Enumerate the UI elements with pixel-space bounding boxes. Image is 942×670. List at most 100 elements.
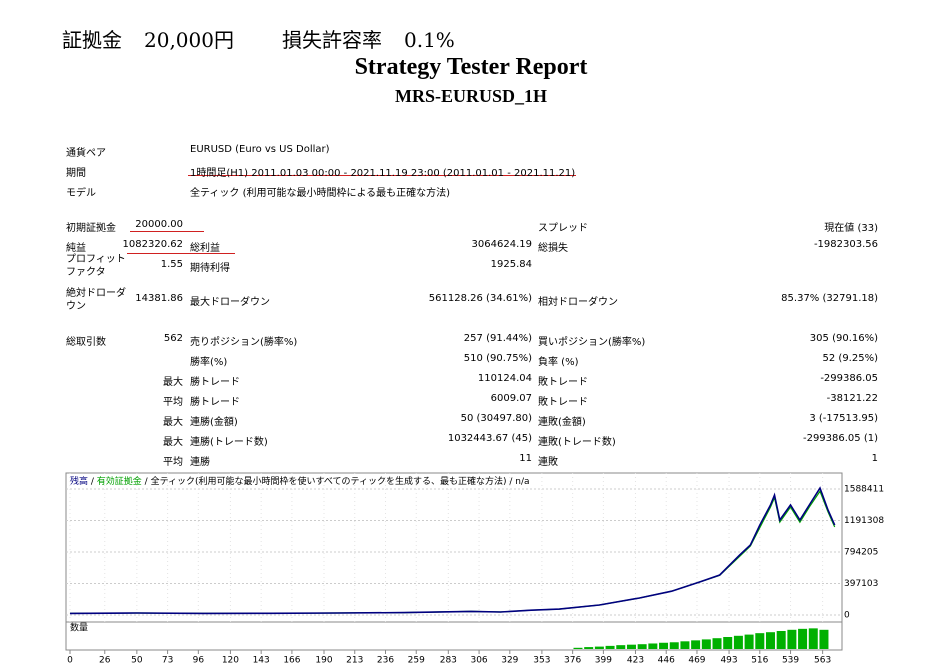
x-tick-label: 493 bbox=[720, 656, 737, 666]
stat-label: 純益 bbox=[66, 243, 86, 254]
risk: 0.1% bbox=[403, 28, 455, 52]
stat-value: 最大 bbox=[163, 437, 183, 448]
volume-bar bbox=[733, 635, 743, 649]
legend-entry: 残高 bbox=[70, 475, 88, 487]
report-subtitle: MRS-EURUSD_1H bbox=[394, 86, 547, 106]
stat-label: 総損失 bbox=[538, 243, 568, 254]
stat-label: 勝率(%) bbox=[190, 357, 228, 368]
y-tick-label: 1191308 bbox=[844, 516, 884, 526]
volume-label: 数量 bbox=[70, 622, 88, 634]
stat-label: 連勝(トレード数) bbox=[190, 437, 268, 448]
stat-value: -38121.22 bbox=[826, 393, 878, 404]
stat-value: 50 (30497.80) bbox=[460, 413, 532, 424]
volume-bar bbox=[637, 644, 647, 649]
stat-label: 最大ドローダウン bbox=[190, 297, 270, 308]
stat-value: 11 bbox=[519, 453, 532, 464]
info-value: 全ティック (利用可能な最小時間枠による最も正確な方法) bbox=[190, 188, 451, 199]
underline bbox=[188, 175, 576, 176]
legend-separator: / bbox=[507, 477, 516, 487]
stat-value: 14381.86 bbox=[135, 293, 183, 304]
x-tick-label: 259 bbox=[408, 656, 425, 666]
x-tick-label: 0 bbox=[67, 656, 73, 666]
stat-label: 負率 (%) bbox=[538, 357, 579, 368]
stat-label: 連敗 bbox=[538, 457, 558, 468]
y-tick-label: 794205 bbox=[844, 548, 878, 558]
y-tick-label: 1588411 bbox=[844, 485, 884, 495]
volume-bar bbox=[669, 642, 679, 649]
stat-value: -299386.05 (1) bbox=[802, 433, 878, 444]
info-label: モデル bbox=[66, 188, 96, 199]
stat-value: 510 (90.75%) bbox=[463, 353, 532, 364]
series-line bbox=[69, 486, 836, 615]
stat-value: 最大 bbox=[163, 417, 183, 428]
legend-entry: 有効証拠金 bbox=[97, 475, 142, 487]
y-tick-label: 0 bbox=[844, 611, 850, 621]
stat-label: 総取引数 bbox=[66, 337, 106, 348]
x-tick-label: 539 bbox=[782, 656, 799, 666]
x-tick-label: 423 bbox=[627, 656, 644, 666]
volume-bar bbox=[616, 645, 626, 649]
volume-bar bbox=[626, 644, 636, 649]
volume-bar bbox=[680, 641, 690, 649]
stat-label: 連勝(金額) bbox=[190, 417, 238, 428]
volume-bar bbox=[691, 640, 701, 649]
header: 証拠金 20,000円 損失許容率 0.1% bbox=[62, 24, 477, 53]
stat-label: 初期証拠金 bbox=[66, 223, 116, 234]
stat-value: 平均 bbox=[163, 397, 183, 408]
stat-label: 総利益 bbox=[190, 243, 220, 254]
info-label: 期間 bbox=[66, 168, 86, 179]
x-tick-label: 516 bbox=[751, 656, 768, 666]
legend-entry: n/a bbox=[515, 477, 529, 487]
stat-value: 3 (-17513.95) bbox=[809, 413, 878, 424]
x-tick-label: 563 bbox=[814, 656, 831, 666]
stat-label: 勝トレード bbox=[190, 397, 240, 408]
x-tick-label: 26 bbox=[99, 656, 111, 666]
x-tick-label: 73 bbox=[162, 656, 173, 666]
x-tick-label: 306 bbox=[470, 656, 487, 666]
y-tick-label: 397103 bbox=[844, 579, 878, 589]
volume-bar bbox=[723, 637, 733, 649]
x-tick-label: 236 bbox=[377, 656, 394, 666]
x-tick-label: 446 bbox=[658, 656, 675, 666]
stat-label: 連勝 bbox=[190, 457, 210, 468]
volume-bar bbox=[701, 639, 711, 649]
stat-label: プロフィットファクタ bbox=[66, 254, 126, 278]
stat-value: 257 (91.44%) bbox=[463, 333, 532, 344]
underline bbox=[127, 253, 235, 254]
x-tick-label: 120 bbox=[222, 656, 239, 666]
stat-label: 敗トレード bbox=[538, 397, 588, 408]
stat-value: 110124.04 bbox=[477, 373, 532, 384]
stat-label: 勝トレード bbox=[190, 377, 240, 388]
volume-bar bbox=[594, 646, 604, 649]
x-tick-label: 329 bbox=[501, 656, 518, 666]
x-tick-label: 213 bbox=[346, 656, 363, 666]
stat-value: -299386.05 bbox=[820, 373, 878, 384]
x-tick-label: 376 bbox=[564, 656, 581, 666]
margin-label: 証拠金 bbox=[62, 28, 122, 52]
stat-value: 1032443.67 (45) bbox=[447, 433, 532, 444]
stat-value: 1082320.62 bbox=[122, 239, 183, 250]
volume-bar bbox=[712, 638, 722, 649]
info-label: 通貨ペア bbox=[66, 148, 106, 159]
x-tick-label: 190 bbox=[315, 656, 332, 666]
stat-value: 1 bbox=[871, 453, 878, 464]
legend: 残高 / 有効証拠金 / 全ティック(利用可能な最小時間枠を使いすべてのティック… bbox=[70, 475, 530, 487]
stat-value: 最大 bbox=[163, 377, 183, 388]
volume-bar bbox=[584, 647, 594, 649]
stat-value: 平均 bbox=[163, 457, 183, 468]
underline bbox=[130, 231, 204, 232]
stat-label: 売りポジション(勝率%) bbox=[190, 337, 298, 348]
stat-value: 85.37% (32791.18) bbox=[781, 293, 878, 304]
stat-label: 絶対ドローダウン bbox=[66, 288, 126, 312]
stat-label: 買いポジション(勝率%) bbox=[538, 337, 646, 348]
volume-bar bbox=[755, 633, 765, 649]
stat-label: 相対ドローダウン bbox=[538, 297, 618, 308]
volume-bar bbox=[765, 632, 775, 649]
volume-bar bbox=[787, 629, 797, 649]
stat-value: 562 bbox=[163, 333, 183, 344]
legend-entry: 全ティック(利用可能な最小時間枠を使いすべてのティックを生成する、最も正確な方法… bbox=[151, 475, 507, 487]
stat-value: -1982303.56 bbox=[813, 239, 878, 250]
volume-bar bbox=[744, 634, 754, 649]
stat-label: 連敗(金額) bbox=[538, 417, 586, 428]
